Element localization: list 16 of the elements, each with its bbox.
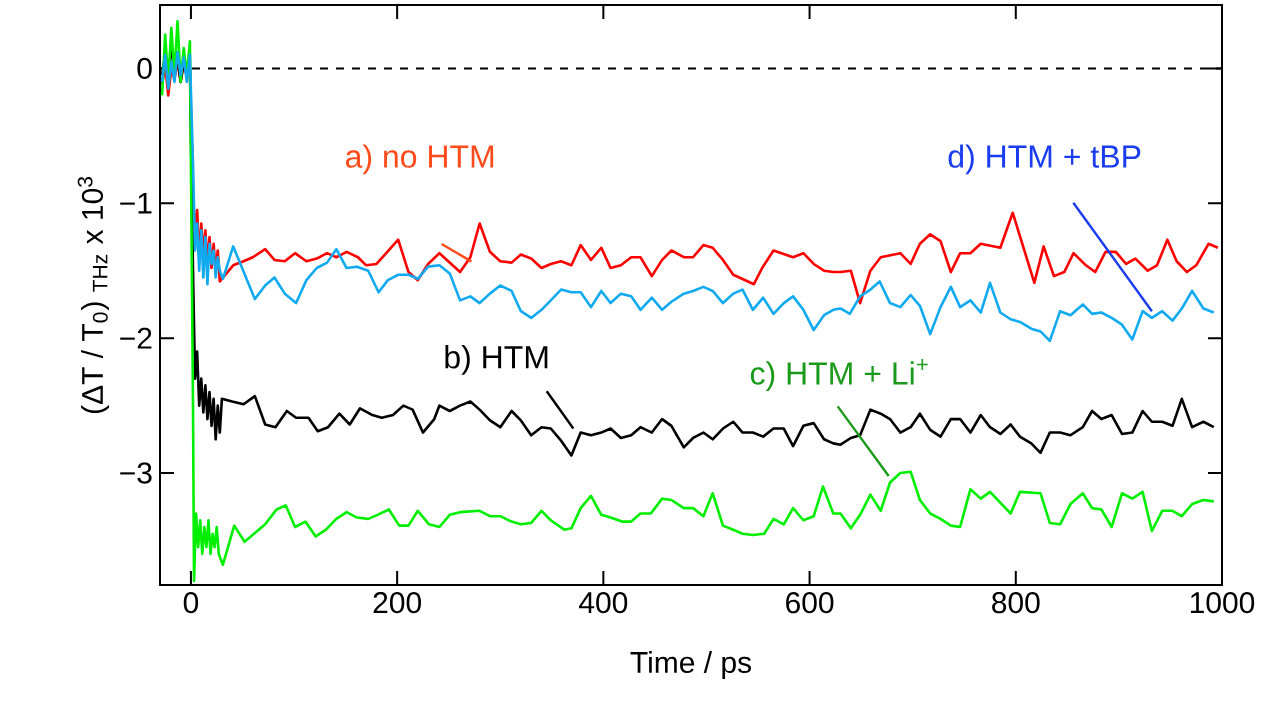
y-tick-label: −1 bbox=[120, 192, 152, 214]
x-axis-title: Time / ps bbox=[630, 651, 751, 679]
x-tick-label: 800 bbox=[992, 592, 1040, 614]
annotation: a) no HTM bbox=[345, 144, 494, 175]
y-tick-label: −3 bbox=[120, 462, 152, 484]
x-tick-label: 200 bbox=[373, 592, 421, 614]
x-tick-label: 600 bbox=[786, 592, 834, 614]
y-tick-label: −2 bbox=[120, 327, 152, 349]
annotation: b) HTM bbox=[445, 345, 548, 375]
y-axis-title: (ΔT / T$_{0}$) $_{THz}$ x 10$^{3}$ bbox=[77, 176, 109, 414]
x-tick-label: 0 bbox=[183, 592, 199, 614]
y-tick-label: 0 bbox=[137, 57, 152, 79]
x-tick-label: 400 bbox=[579, 592, 628, 614]
x-tick-label: 1000 bbox=[1190, 592, 1255, 614]
annotation: c) HTM + Li$^{+}$ bbox=[750, 358, 928, 392]
annotation: d) HTM + tBP bbox=[948, 144, 1141, 175]
